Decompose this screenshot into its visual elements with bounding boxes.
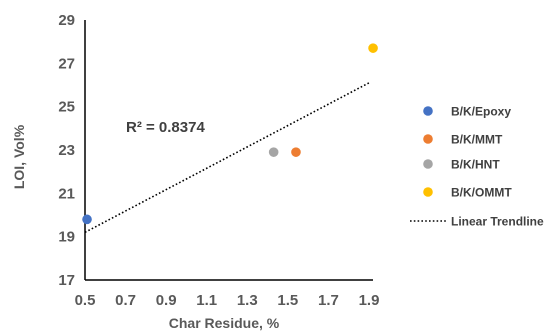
y-tick-label: 21	[58, 185, 75, 202]
x-tick-label: 1.1	[196, 292, 217, 309]
legend-label: B/K/HNT	[451, 158, 500, 172]
legend-marker	[423, 106, 433, 116]
legend-label: B/K/MMT	[451, 133, 503, 147]
x-tick-label: 1.3	[237, 292, 258, 309]
legend-marker	[423, 134, 433, 144]
data-points	[82, 43, 378, 225]
x-tick-label: 1.5	[277, 292, 298, 309]
data-point	[82, 214, 92, 225]
y-axis-title: LOI, Vol%	[11, 124, 27, 189]
y-tick-label: 23	[58, 142, 75, 159]
y-tick-label: 29	[58, 12, 75, 29]
legend-label: B/K/Epoxy	[451, 105, 511, 119]
legend: B/K/Epoxy B/K/MMT B/K/HNT B/K/OMMT Linear T…	[410, 105, 544, 229]
legend-marker	[423, 159, 433, 169]
legend-series-items: B/K/Epoxy B/K/MMT B/K/HNT B/K/OMMT	[423, 105, 512, 200]
legend-trendline-label: Linear Trendline	[451, 215, 544, 229]
x-tick-label: 0.5	[75, 292, 96, 309]
y-tick-label: 27	[58, 55, 75, 72]
x-tick-label: 1.9	[359, 292, 380, 309]
x-tick-label: 0.9	[156, 292, 177, 309]
plot-area: 0.5 0.7 0.9 1.1 1.3 1.5 1.7 1.9 17192123252729 …	[58, 12, 379, 309]
legend-marker	[423, 187, 433, 197]
x-tick-labels: 0.5 0.7 0.9 1.1 1.3 1.5 1.7 1.9	[75, 292, 380, 309]
r-squared-annotation: R² = 0.8374	[126, 119, 205, 136]
data-point	[291, 147, 301, 157]
x-tick-label: 0.7	[115, 292, 136, 309]
y-tick-label: 19	[58, 229, 75, 246]
x-tick-label: 1.7	[318, 292, 339, 309]
x-axis-title: Char Residue, %	[169, 315, 280, 331]
data-point	[368, 43, 378, 53]
y-tick-label: 17	[58, 272, 75, 289]
legend-label: B/K/OMMT	[451, 186, 512, 200]
data-point	[268, 147, 279, 157]
linear-trendline	[84, 82, 370, 234]
y-tick-labels: 17 19 21 23 25 27 29	[58, 12, 75, 289]
y-tick-label: 25	[58, 99, 75, 116]
